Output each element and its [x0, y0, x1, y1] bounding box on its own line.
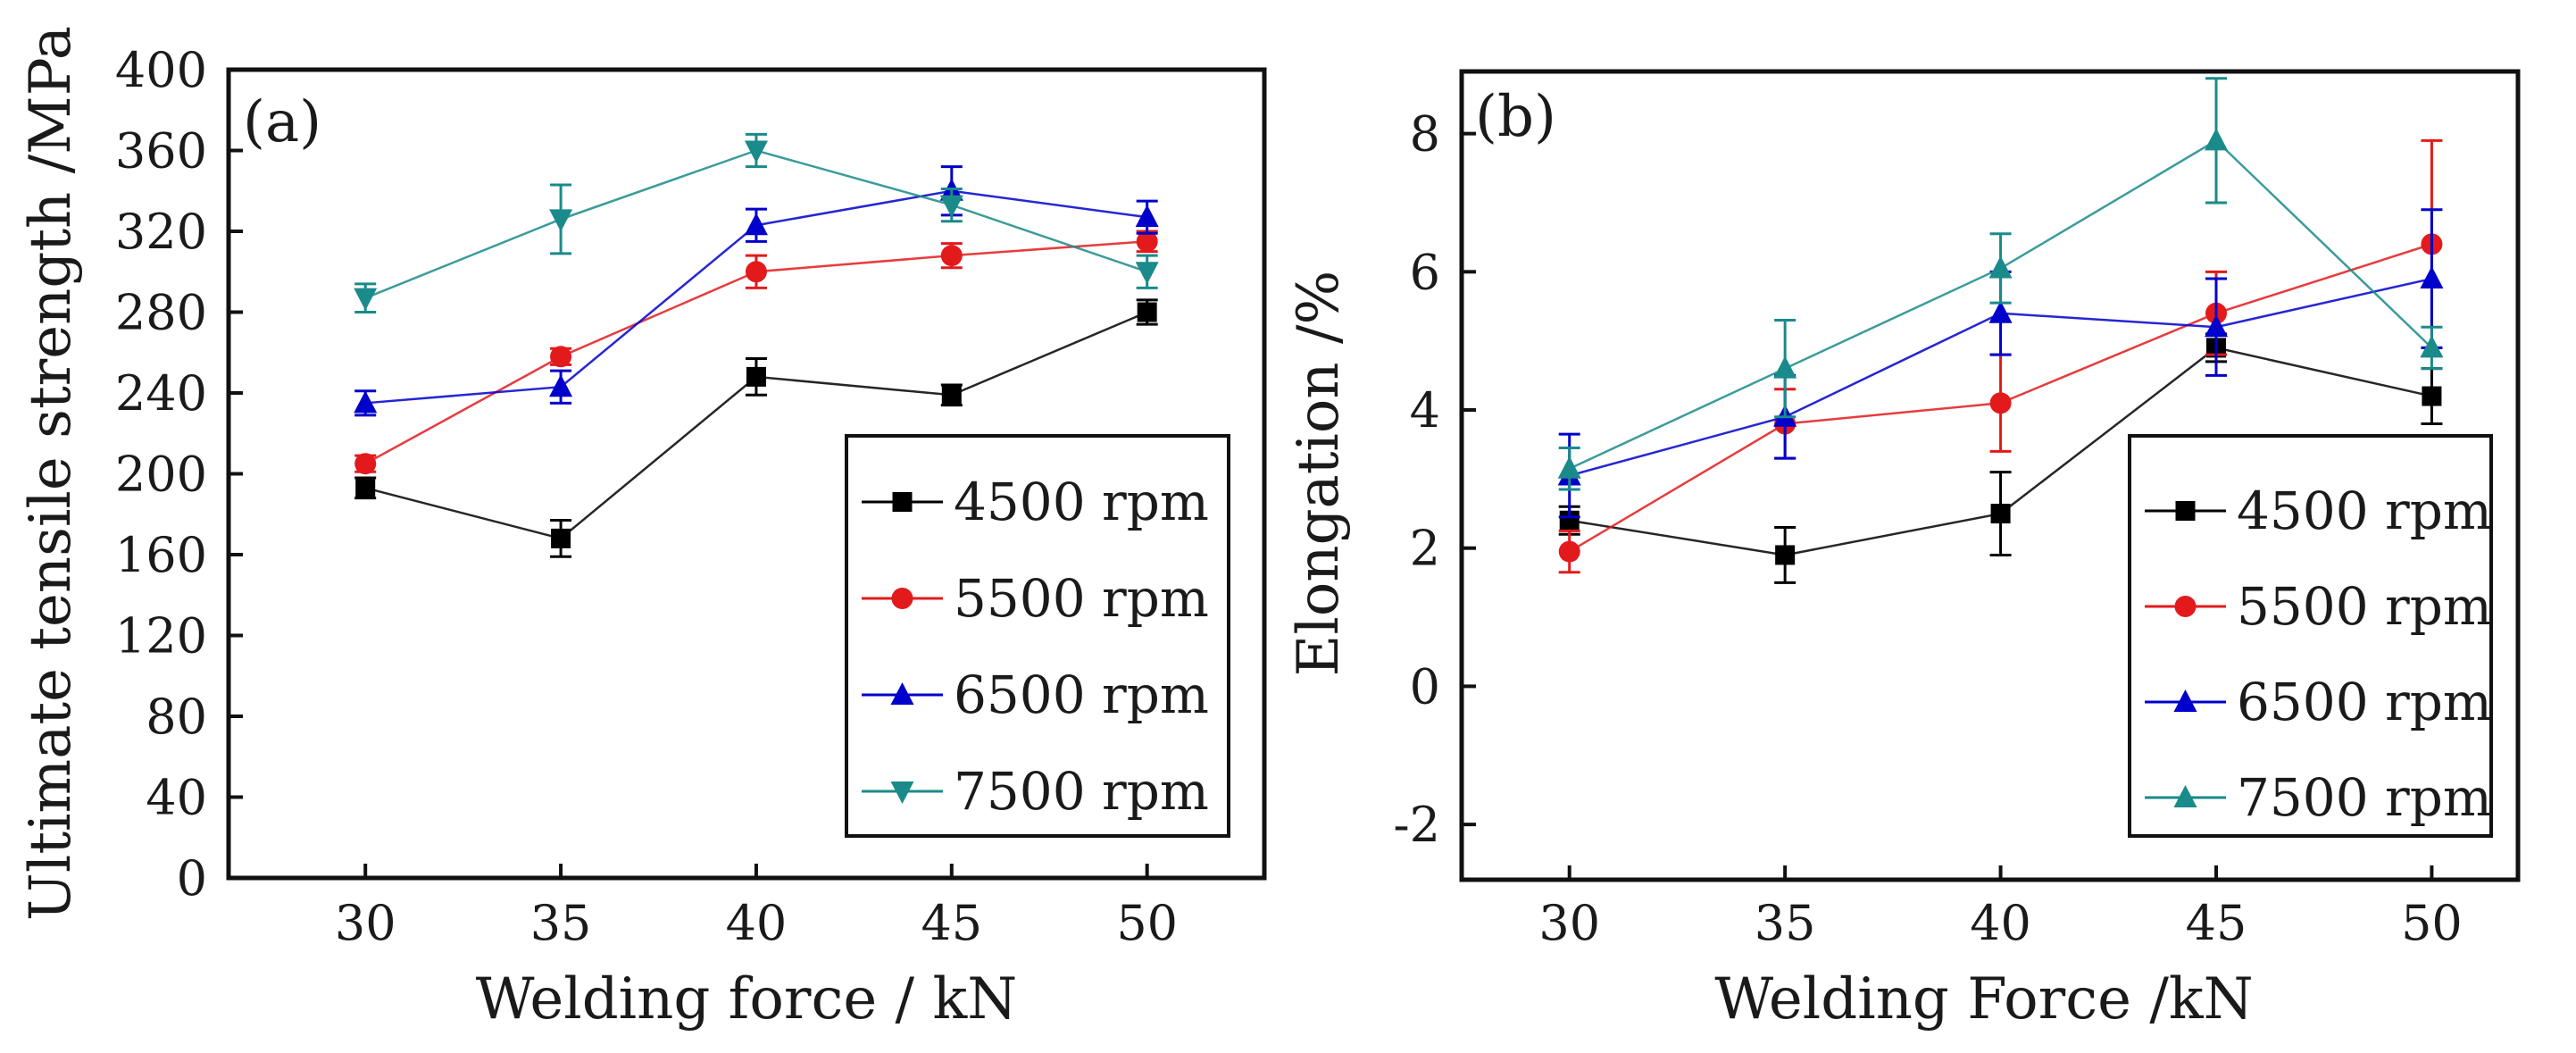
data-point — [939, 195, 963, 218]
legend-marker — [890, 781, 914, 804]
panel-b-x-tick-label: 45 — [2186, 895, 2247, 951]
panel-a-y-tick-label: 80 — [146, 689, 207, 745]
data-point — [354, 390, 378, 414]
data-point — [1990, 504, 2011, 524]
panel-b-y-tick-label: -2 — [1393, 797, 1440, 853]
data-point — [2420, 335, 2444, 358]
legend-marker — [2174, 596, 2197, 617]
data-point — [354, 453, 377, 475]
panel-a-y-tick-label: 160 — [115, 527, 207, 583]
panel-b-x-tick-label: 40 — [1970, 895, 2031, 951]
legend-entry-label: 7500 rpm — [954, 761, 1209, 822]
panel-a-y-tick-label: 120 — [115, 608, 207, 664]
panel-a-y-tick-label: 40 — [146, 770, 207, 826]
panel-a-series-4500-rpm — [354, 298, 1158, 558]
panel-a-y-tick-label: 280 — [115, 285, 207, 341]
panel-a-y-tick-label: 360 — [115, 123, 207, 180]
legend-marker — [2173, 689, 2197, 712]
panel-a-y-tick-label: 400 — [115, 42, 207, 98]
panel-a-y-tick-label: 0 — [177, 850, 207, 907]
panel-b-panel-label: (b) — [1475, 84, 1556, 150]
panel-b-y-tick-label: 4 — [1410, 382, 1440, 439]
data-point — [1559, 510, 1580, 531]
panel-b-legend: 4500 rpm 5500 rpm 6500 rpm 7500 rpm — [2128, 434, 2493, 838]
panel-a-x-tick-label: 35 — [530, 895, 592, 951]
data-point — [1558, 540, 1580, 563]
data-point — [2205, 314, 2228, 338]
data-point — [1988, 300, 2013, 323]
legend-entry-label: 5500 rpm — [2237, 576, 2492, 637]
panel-a-y-tick-label: 320 — [115, 204, 207, 260]
data-point — [2205, 128, 2228, 151]
panel-a-x-tick-label: 45 — [921, 895, 982, 951]
data-point — [1136, 230, 1158, 253]
data-point — [940, 245, 963, 267]
data-point — [1773, 355, 1797, 379]
data-point — [355, 478, 376, 498]
data-point — [1989, 392, 2012, 414]
data-point — [1135, 262, 1159, 285]
panel-b-x-tick-label: 35 — [1755, 895, 1816, 951]
data-point — [745, 261, 767, 283]
legend-marker — [891, 588, 913, 609]
panel-b-x-axis-label: Welding Force /kN — [1714, 966, 2253, 1032]
data-point — [2422, 386, 2442, 406]
legend-marker — [892, 492, 913, 512]
panel-b-y-tick-label: 0 — [1410, 658, 1440, 715]
panel-b-y-tick-label: 2 — [1410, 521, 1440, 577]
panel-b-y-tick-label: 8 — [1410, 106, 1440, 163]
data-point — [549, 209, 573, 232]
panel-a-y-tick-label: 240 — [115, 365, 207, 422]
data-point — [1988, 255, 2013, 279]
data-point — [1135, 205, 1159, 228]
legend-entry-label: 5500 rpm — [954, 568, 1209, 629]
legend-entry-label: 4500 rpm — [954, 472, 1209, 532]
panel-b-series-7500-rpm — [1557, 77, 2444, 491]
panel-b-y-tick-label: 6 — [1410, 244, 1440, 300]
data-point — [746, 366, 766, 387]
legend-marker — [890, 682, 914, 705]
legend-entry-label: 6500 rpm — [954, 664, 1209, 725]
legend-marker — [2175, 501, 2196, 521]
data-point — [354, 288, 378, 311]
legend-marker — [2173, 785, 2197, 807]
panel-a-y-axis-label: Ultimate tensile strength /MPa — [18, 26, 84, 921]
data-point — [744, 213, 768, 236]
data-point — [1557, 455, 1581, 479]
panel-b-elongation-chart: -2 0 2 4 6 8 30 35 40 45 50 Welding Force /kN Elonga… — [1286, 69, 2521, 1032]
panel-a-x-tick-label: 30 — [335, 895, 396, 951]
panel-a-x-tick-label: 50 — [1116, 895, 1178, 951]
panel-a-series-7500-rpm — [354, 132, 1159, 313]
legend-entry-label: 6500 rpm — [2237, 672, 2492, 732]
panel-b-y-axis-label: Elongation /% — [1286, 271, 1352, 677]
data-point — [744, 140, 768, 163]
data-point — [549, 374, 573, 397]
panel-a-x-tick-label: 40 — [726, 895, 788, 951]
panel-a-ultimate-tensile-strength-chart: 0 40 80 120 160 200 240 280 320 360 400 30 35 40 45 50 W… — [18, 26, 1267, 1032]
panel-b-x-tick-label: 30 — [1538, 895, 1600, 951]
panel-a-panel-label: (a) — [243, 89, 321, 155]
panel-b-x-tick-label: 50 — [2401, 895, 2463, 951]
panel-b-plot-frame — [1459, 69, 2521, 882]
data-point — [1137, 302, 1157, 322]
panel-a-y-tick-label: 200 — [115, 447, 207, 503]
data-point — [550, 346, 572, 368]
panel-a-legend: 4500 rpm 5500 rpm 6500 rpm 7500 rpm — [845, 434, 1230, 838]
legend-entry-label: 4500 rpm — [2237, 481, 2492, 541]
panel-a-series-6500-rpm — [354, 165, 1159, 417]
legend-entry-label: 7500 rpm — [2237, 767, 2492, 828]
data-point — [1775, 545, 1796, 565]
data-point — [941, 385, 962, 405]
data-point — [2420, 266, 2444, 289]
panel-a-x-axis-label: Welding force / kN — [476, 966, 1017, 1032]
data-point — [551, 528, 571, 548]
